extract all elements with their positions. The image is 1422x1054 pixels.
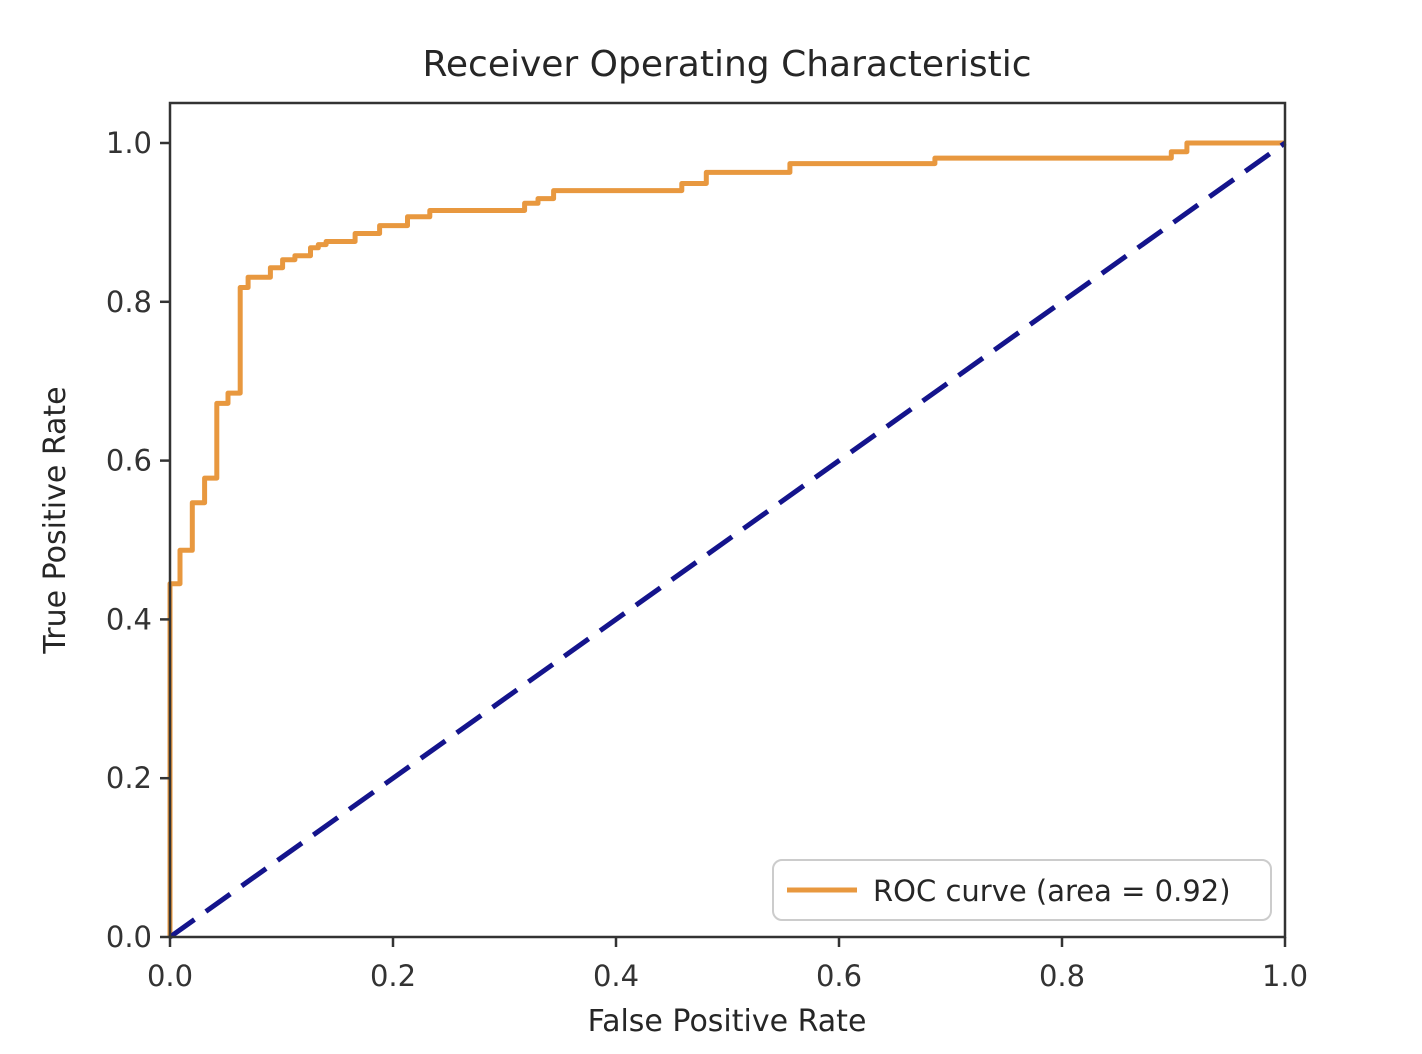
y-tick-label: 0.0 (106, 920, 152, 954)
y-tick-label: 0.6 (106, 444, 152, 478)
x-tick-label: 0.0 (147, 959, 193, 993)
chart-title: Receiver Operating Characteristic (422, 44, 1031, 85)
x-tick-label: 1.0 (1262, 959, 1308, 993)
x-tick-label: 0.2 (370, 959, 416, 993)
axis-ticks: 0.0 0.2 0.4 0.6 0.8 1.0 0.0 0.2 0.4 0.6 0.8 1.0 (106, 126, 1308, 993)
plot-lines (167, 140, 1287, 940)
x-tick-label: 0.6 (816, 959, 862, 993)
roc-curve-line (167, 140, 1285, 937)
x-tick-label: 0.8 (1039, 959, 1085, 993)
legend-box (772, 859, 1272, 921)
y-tick-label: 0.8 (106, 285, 152, 319)
chance-diagonal-line (168, 140, 1287, 940)
axes-box (168, 101, 1287, 939)
legend: ROC curve (area = 0.92) (772, 859, 1272, 921)
y-tick-label: 1.0 (106, 126, 152, 160)
legend-entry-label: ROC curve (area = 0.92) (873, 874, 1231, 908)
x-tick-label: 0.4 (593, 959, 639, 993)
y-tick-label: 0.4 (106, 602, 152, 636)
y-tick-label: 0.2 (106, 761, 152, 795)
x-axis-label: False Positive Rate (588, 1004, 867, 1039)
y-axis-label: True Positive Rate (38, 386, 73, 654)
